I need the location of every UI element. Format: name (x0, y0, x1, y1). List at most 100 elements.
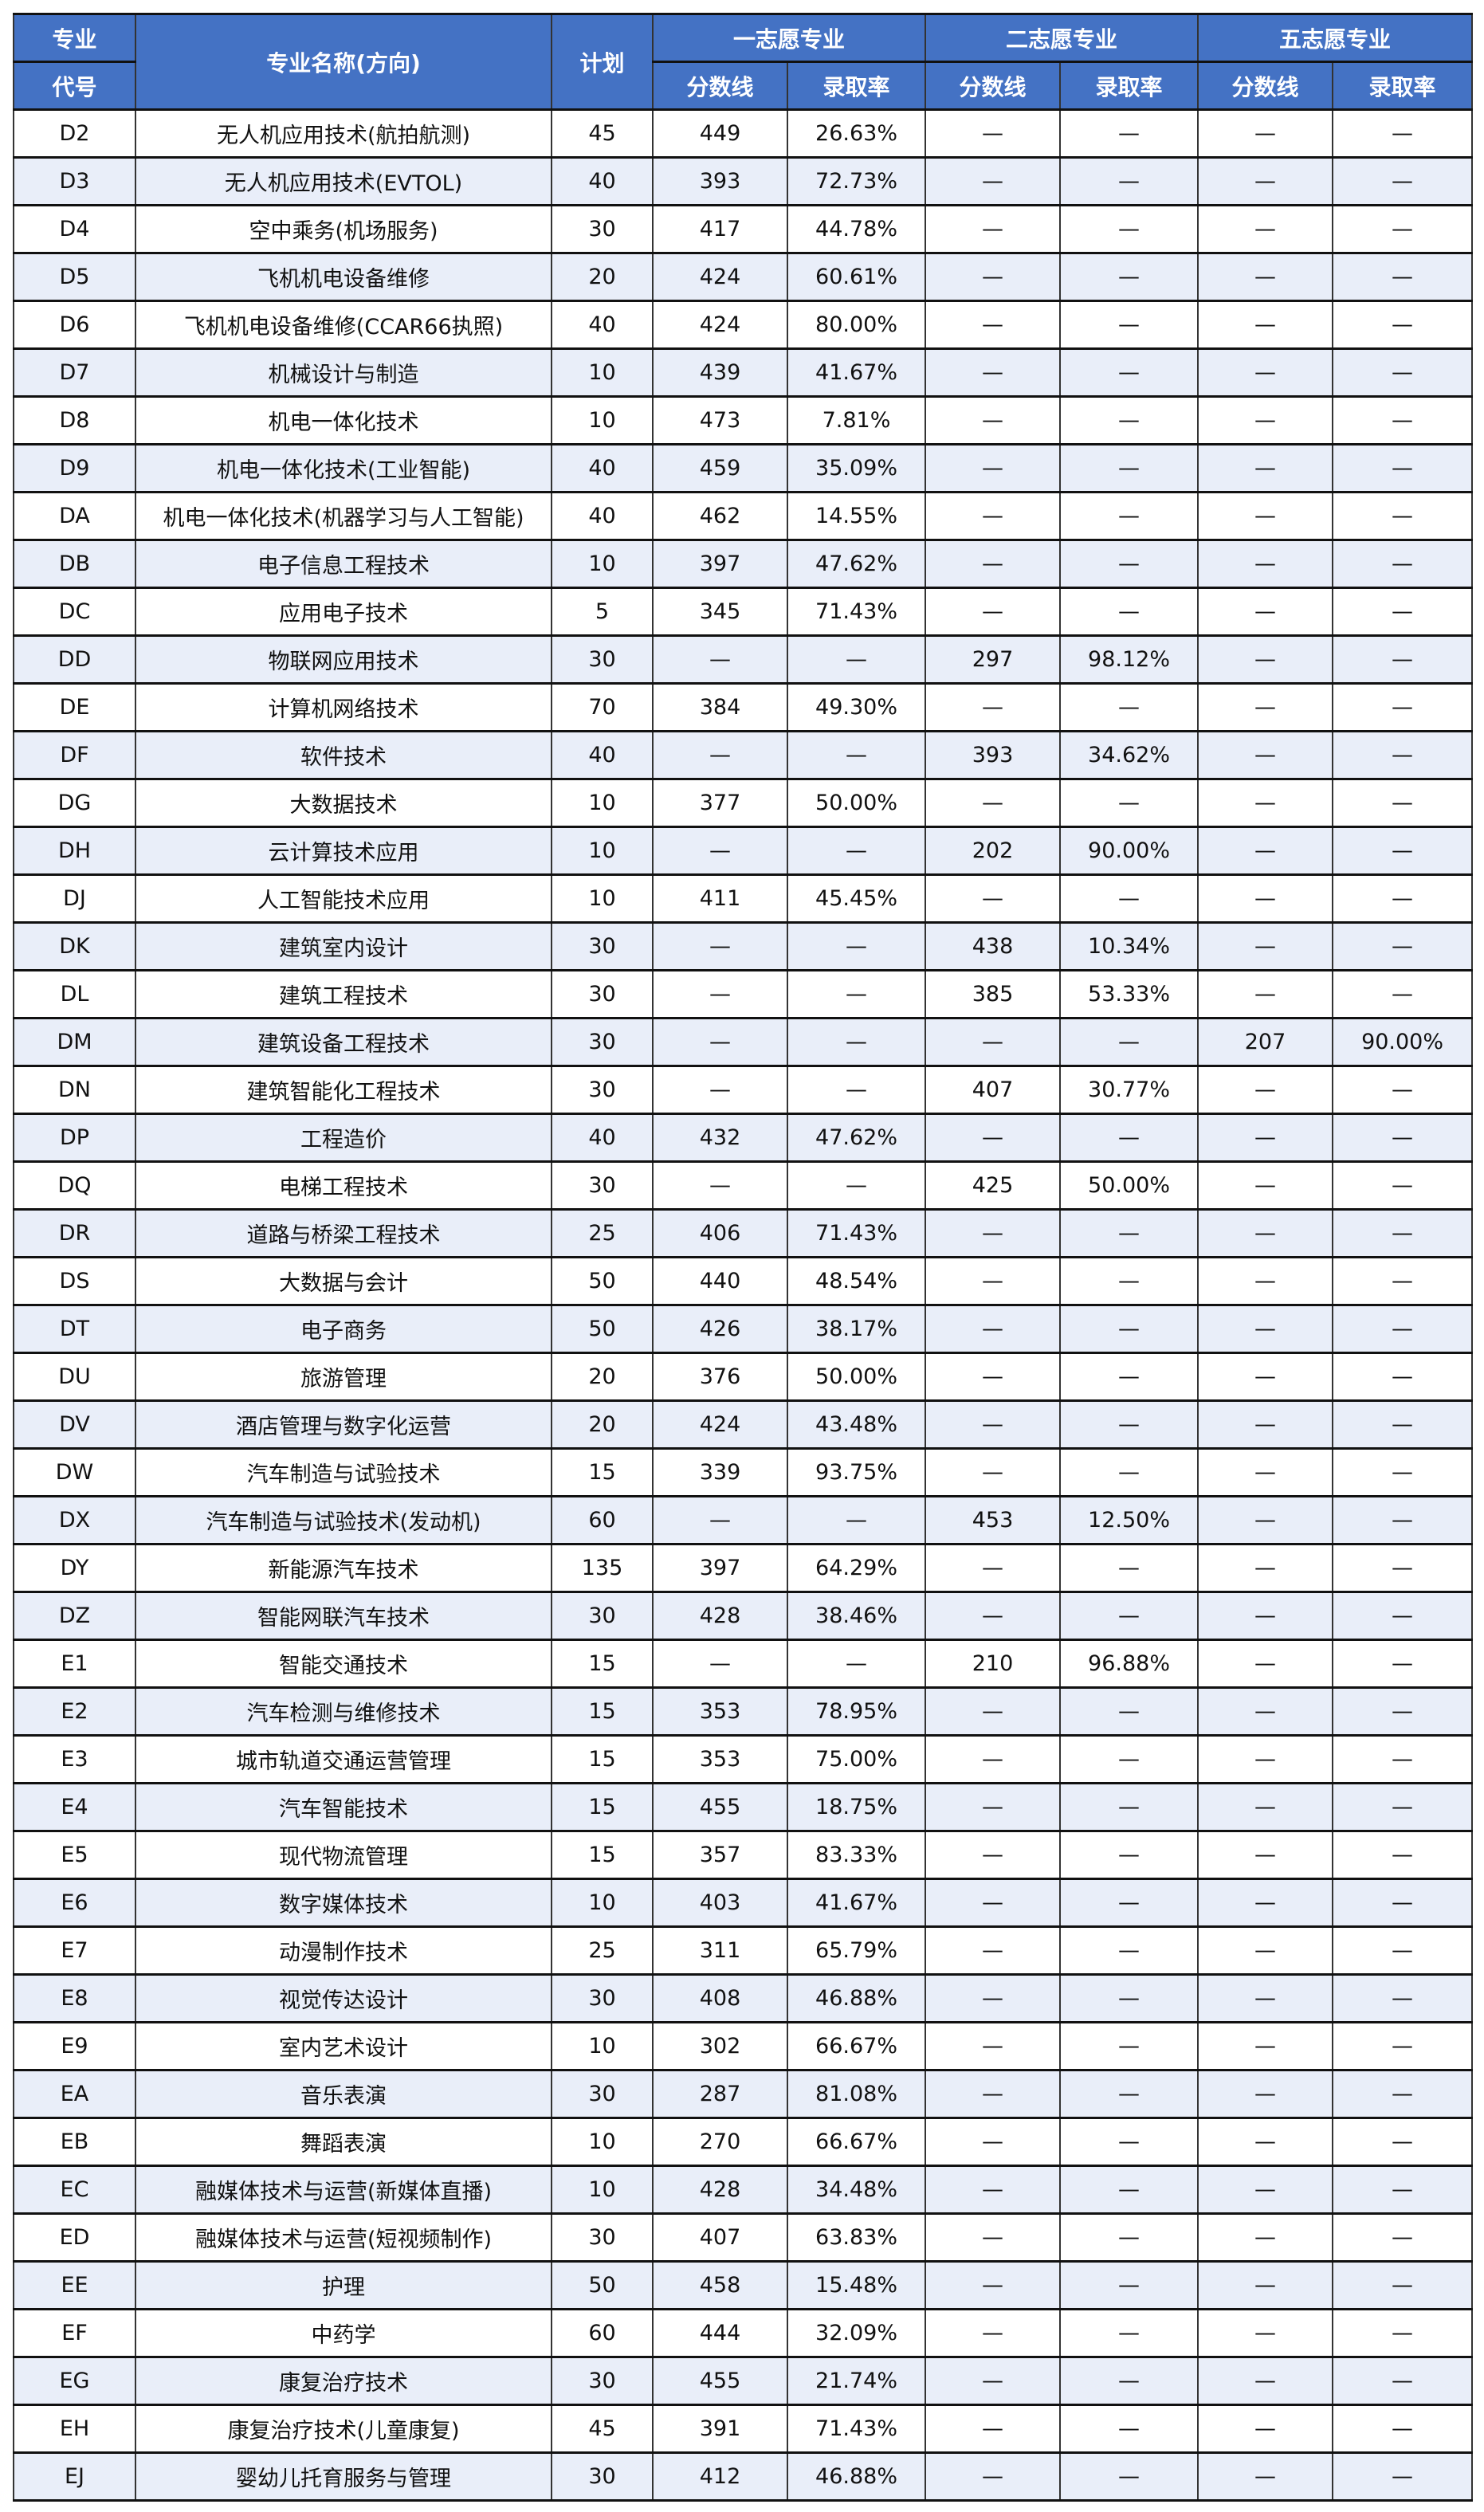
cell-second-rate: — (1059, 204, 1199, 254)
table-row: E8 视觉传达设计 30 408 46.88% — — — — (13, 1973, 1474, 2023)
cell-code: EJ (13, 2451, 136, 2502)
cell-first-rate: 34.48% (786, 2165, 927, 2215)
cell-second-score: — (925, 2165, 1062, 2215)
table-row: EC 融媒体技术与运营(新媒体直播) 10 428 34.48% — — — — (13, 2165, 1474, 2215)
table-row: EH 康复治疗技术(儿童康复) 45 391 71.43% — — — — (13, 2404, 1474, 2454)
cell-fifth-score: — (1197, 443, 1334, 493)
cell-second-score: — (925, 1447, 1062, 1497)
table-row: D6 飞机机电设备维修(CCAR66执照) 40 424 80.00% — — — — (13, 300, 1474, 350)
cell-plan: 30 (551, 634, 654, 685)
table-body: D2 无人机应用技术(航拍航测) 45 449 26.63% — — — — D3 无人机应用技术(… (13, 108, 1474, 2502)
cell-major-name: 机电一体化技术 (135, 395, 552, 445)
cell-fifth-rate: — (1332, 491, 1474, 541)
admission-score-table: 专业 专业名称(方向) 计划 一志愿专业 二志愿专业 五志愿专业 代号 分数线 … (13, 13, 1474, 2502)
cell-code: DB (13, 539, 136, 589)
cell-fifth-score: 207 (1197, 1017, 1334, 1067)
cell-first-rate: 44.78% (786, 204, 927, 254)
cell-first-rate: 15.48% (786, 2260, 927, 2310)
cell-first-score: 357 (652, 1830, 788, 1880)
cell-second-score: — (925, 2212, 1062, 2263)
cell-major-name: 机电一体化技术(机器学习与人工智能) (135, 491, 552, 541)
header-first-rate: 录取率 (786, 61, 927, 111)
cell-second-score: — (925, 1208, 1062, 1258)
cell-plan: 15 (551, 1447, 654, 1497)
cell-first-rate: 32.09% (786, 2308, 927, 2358)
cell-code: EF (13, 2308, 136, 2358)
cell-fifth-rate: — (1332, 1160, 1474, 1211)
cell-first-rate: 48.54% (786, 1256, 927, 1306)
cell-plan: 10 (551, 395, 654, 445)
cell-major-name: 云计算技术应用 (135, 826, 552, 876)
cell-major-name: 空中乘务(机场服务) (135, 204, 552, 254)
cell-fifth-score: — (1197, 2165, 1334, 2215)
cell-first-score: 393 (652, 156, 788, 206)
cell-plan: 30 (551, 1160, 654, 1211)
cell-code: D6 (13, 300, 136, 350)
cell-plan: 15 (551, 1782, 654, 1832)
cell-major-name: 电子商务 (135, 1304, 552, 1354)
cell-second-rate: — (1059, 1304, 1199, 1354)
table-row: EF 中药学 60 444 32.09% — — — — (13, 2308, 1474, 2358)
cell-code: DN (13, 1065, 136, 1115)
cell-fifth-rate: — (1332, 1639, 1474, 1689)
table-row: DD 物联网应用技术 30— —297 98.12% — — (13, 634, 1474, 685)
cell-major-name: 现代物流管理 (135, 1830, 552, 1880)
cell-second-score: — (925, 300, 1062, 350)
cell-plan: 45 (551, 2404, 654, 2454)
cell-second-rate: — (1059, 2308, 1199, 2358)
cell-fifth-rate: — (1332, 1878, 1474, 1928)
cell-fifth-rate: — (1332, 682, 1474, 732)
cell-major-name: 动漫制作技术 (135, 1925, 552, 1976)
cell-plan: 10 (551, 2165, 654, 2215)
cell-code: DV (13, 1399, 136, 1450)
cell-first-score: 408 (652, 1973, 788, 2023)
table-row: DM 建筑设备工程技术 30— — — —207 90.00% (13, 1017, 1474, 1067)
table-row: DR 道路与桥梁工程技术 25 406 71.43% — — — — (13, 1208, 1474, 1258)
cell-major-name: 建筑设备工程技术 (135, 1017, 552, 1067)
cell-second-score: — (925, 395, 1062, 445)
cell-first-rate: 75.00% (786, 1734, 927, 1784)
cell-second-score: — (925, 443, 1062, 493)
cell-code: E7 (13, 1925, 136, 1976)
cell-code: DH (13, 826, 136, 876)
cell-major-name: 飞机机电设备维修 (135, 252, 552, 302)
cell-plan: 20 (551, 1352, 654, 1402)
header-fifth-score: 分数线 (1197, 61, 1334, 111)
cell-plan: 15 (551, 1830, 654, 1880)
cell-first-rate: 38.17% (786, 1304, 927, 1354)
cell-second-rate: — (1059, 252, 1199, 302)
cell-first-score: 376 (652, 1352, 788, 1402)
cell-major-name: 飞机机电设备维修(CCAR66执照) (135, 300, 552, 350)
cell-second-score: — (925, 252, 1062, 302)
table-row: D8 机电一体化技术 10 473 7.81% — — — — (13, 395, 1474, 445)
cell-code: EH (13, 2404, 136, 2454)
cell-major-name: 数字媒体技术 (135, 1878, 552, 1928)
cell-first-rate: 83.33% (786, 1830, 927, 1880)
cell-code: D3 (13, 156, 136, 206)
cell-fifth-rate: — (1332, 1399, 1474, 1450)
cell-fifth-score: — (1197, 1543, 1334, 1593)
cell-second-rate: 34.62% (1059, 730, 1199, 780)
cell-first-score: 353 (652, 1734, 788, 1784)
cell-first-rate: — (786, 730, 927, 780)
cell-fifth-rate: — (1332, 2021, 1474, 2071)
cell-first-rate: — (786, 921, 927, 971)
cell-fifth-rate: — (1332, 730, 1474, 780)
cell-plan: 45 (551, 108, 654, 159)
cell-code: E3 (13, 1734, 136, 1784)
cell-major-name: 康复治疗技术(儿童康复) (135, 2404, 552, 2454)
cell-fifth-rate: — (1332, 1447, 1474, 1497)
cell-fifth-score: — (1197, 1113, 1334, 1163)
cell-first-rate: 14.55% (786, 491, 927, 541)
cell-second-rate: — (1059, 1256, 1199, 1306)
cell-second-rate: — (1059, 1734, 1199, 1784)
cell-fifth-score: — (1197, 778, 1334, 828)
cell-major-name: 建筑工程技术 (135, 969, 552, 1019)
cell-plan: 10 (551, 826, 654, 876)
cell-major-name: 软件技术 (135, 730, 552, 780)
cell-first-rate: 50.00% (786, 1352, 927, 1402)
cell-code: DQ (13, 1160, 136, 1211)
cell-fifth-rate: — (1332, 873, 1474, 924)
cell-fifth-rate: — (1332, 204, 1474, 254)
cell-fifth-rate: — (1332, 252, 1474, 302)
